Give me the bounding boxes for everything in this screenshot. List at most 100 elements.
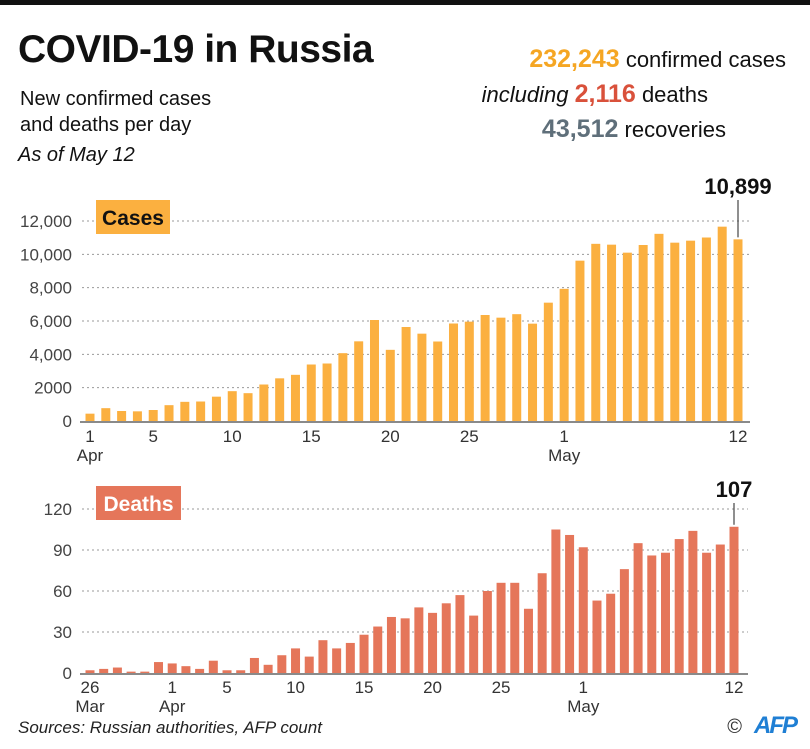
cases-bar (701, 237, 711, 421)
deaths-bar (140, 671, 150, 673)
deaths-bar (167, 663, 177, 673)
cases-ytick-label: 0 (63, 412, 72, 431)
deaths-bar (482, 591, 492, 673)
cases-bar (480, 315, 490, 421)
subtitle-line-2: and deaths per day (20, 114, 192, 136)
cases-annotation-label: 10,899 (704, 174, 771, 199)
deaths-bar (510, 582, 520, 673)
deaths-bar (428, 612, 438, 673)
deaths-bar (154, 662, 164, 673)
deaths-bar (359, 634, 369, 673)
cases-bar (85, 413, 95, 421)
cases-ytick-label: 2000 (34, 379, 72, 398)
cases-bar (464, 321, 474, 421)
deaths-bar (386, 616, 396, 673)
top-rule (0, 0, 810, 5)
cases-xtick-label: 5 (148, 427, 157, 446)
deaths-bar (332, 648, 342, 673)
afp-logo: AFP (754, 712, 798, 739)
cases-xtick-label: 1 (85, 427, 94, 446)
cases-month-label: May (548, 446, 581, 465)
cases-bar (385, 349, 395, 421)
cases-xtick-label: 1 (559, 427, 568, 446)
deaths-bar (496, 582, 506, 673)
cases-bar (338, 353, 348, 421)
cases-xtick-label: 10 (223, 427, 242, 446)
cases-xtick-label: 15 (302, 427, 321, 446)
cases-bar (654, 233, 664, 421)
cases-bar (686, 240, 696, 421)
deaths-xtick-label: 1 (579, 678, 588, 697)
cases-bar (243, 393, 253, 421)
deaths-xtick-label: 20 (423, 678, 442, 697)
cases-bar (717, 226, 727, 421)
deaths-bar (674, 539, 684, 673)
cases-bar (211, 396, 221, 421)
recoveries-value: 43,512 (541, 115, 619, 143)
deaths-xtick-label: 15 (355, 678, 374, 697)
deaths-ytick-label: 30 (53, 623, 72, 642)
deaths-bar (373, 626, 383, 673)
cases-bar (559, 288, 569, 421)
subtitle: New confirmed cases and deaths per day (20, 86, 280, 138)
cases-xtick-label: 25 (460, 427, 479, 446)
deaths-bar (112, 667, 122, 673)
deaths-ytick-label: 0 (63, 664, 72, 683)
deaths-annotation-label: 107 (716, 477, 753, 502)
cases-bar (117, 411, 127, 421)
deaths-bar (606, 593, 616, 673)
cases-bar (369, 320, 379, 421)
confirmed-row: 232,243 confirmed cases (482, 42, 786, 77)
deaths-bar (99, 668, 109, 673)
deaths-xtick-label: 26 (81, 678, 100, 697)
cases-bar (607, 244, 617, 421)
deaths-month-label: May (567, 697, 600, 716)
cases-bar (259, 384, 269, 421)
cases-bar (164, 405, 174, 421)
deaths-xtick-label: 5 (222, 678, 231, 697)
cases-bar (306, 364, 316, 421)
cases-ytick-label: 8,000 (29, 279, 72, 298)
deaths-bar (715, 544, 725, 673)
deaths-bar (181, 666, 191, 673)
cases-series-label: Cases (102, 207, 164, 230)
cases-bar (496, 317, 506, 421)
cases-bar (512, 314, 522, 421)
cases-bar (275, 378, 285, 421)
cases-bar (591, 243, 601, 421)
deaths-bar (345, 642, 355, 673)
summary-stats: 232,243 confirmed cases including 2,116 … (482, 42, 786, 147)
cases-bar (543, 302, 553, 421)
cases-bar (132, 411, 142, 421)
deaths-bar (263, 664, 273, 673)
cases-xtick-label: 12 (729, 427, 748, 446)
deaths-bar (565, 534, 575, 673)
deaths-bar (578, 547, 588, 673)
deaths-bar (249, 657, 259, 673)
cases-bar (622, 252, 632, 421)
deaths-row: including 2,116 deaths (482, 77, 708, 112)
cases-bar (638, 245, 648, 421)
deaths-xtick-label: 10 (286, 678, 305, 697)
cases-bar (290, 374, 300, 421)
cases-label-box (96, 200, 170, 234)
recoveries-row: 43,512 recoveries (482, 112, 726, 147)
deaths-bar (633, 543, 643, 673)
deaths-month-label: Mar (75, 697, 105, 716)
deaths-label: deaths (641, 82, 708, 107)
deaths-bar (291, 648, 301, 673)
cases-bar (670, 242, 680, 421)
cases-bar (433, 341, 443, 421)
deaths-bar (660, 552, 670, 673)
cases-bar (449, 323, 459, 421)
cases-bar (196, 401, 206, 421)
cases-xtick-label: 20 (381, 427, 400, 446)
subtitle-line-1: New confirmed cases (20, 88, 212, 110)
cases-bar (528, 323, 538, 421)
cases-bar (354, 341, 364, 421)
deaths-bar (469, 615, 479, 673)
deaths-ytick-label: 90 (53, 541, 72, 560)
deaths-bar (592, 600, 602, 673)
